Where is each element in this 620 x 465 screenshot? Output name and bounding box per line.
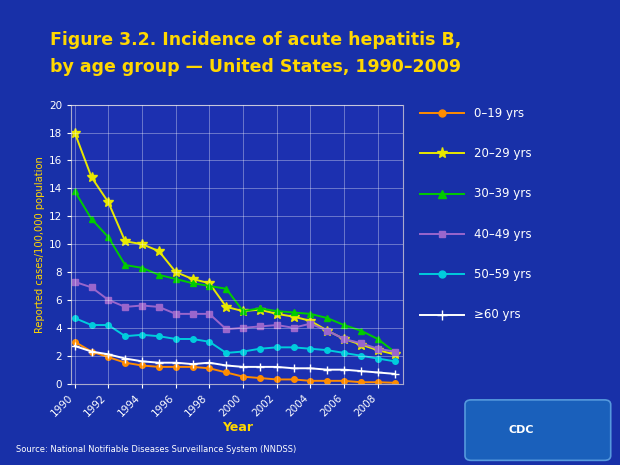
Text: 0–19 yrs: 0–19 yrs [474, 106, 524, 120]
Y-axis label: Reported cases/100,000 population: Reported cases/100,000 population [35, 156, 45, 332]
X-axis label: Year: Year [222, 421, 253, 434]
Text: 20–29 yrs: 20–29 yrs [474, 147, 531, 160]
Text: 40–49 yrs: 40–49 yrs [474, 227, 531, 240]
FancyBboxPatch shape [465, 400, 611, 460]
Text: Figure 3.2. Incidence of acute hepatitis B,: Figure 3.2. Incidence of acute hepatitis… [50, 31, 461, 48]
Text: 30–39 yrs: 30–39 yrs [474, 187, 531, 200]
Text: 50–59 yrs: 50–59 yrs [474, 268, 531, 281]
Text: CDC: CDC [508, 425, 534, 435]
Text: by age group — United States, 1990–2009: by age group — United States, 1990–2009 [50, 59, 461, 76]
Text: Source: National Notifiable Diseases Surveillance System (NNDSS): Source: National Notifiable Diseases Sur… [16, 445, 296, 454]
Text: ≥60 yrs: ≥60 yrs [474, 308, 520, 321]
